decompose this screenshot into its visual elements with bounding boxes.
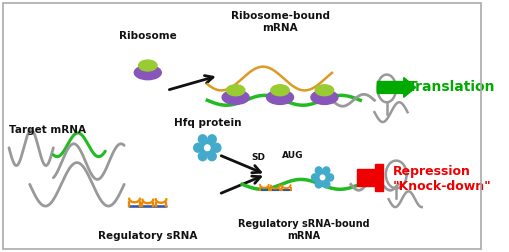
- Circle shape: [198, 152, 207, 161]
- Circle shape: [204, 145, 210, 151]
- Ellipse shape: [310, 90, 337, 104]
- Circle shape: [317, 172, 327, 183]
- Text: Ribosome: Ribosome: [119, 31, 176, 41]
- Circle shape: [311, 174, 318, 181]
- Text: AUG: AUG: [281, 151, 302, 160]
- Circle shape: [315, 167, 322, 174]
- Circle shape: [193, 143, 202, 152]
- Circle shape: [322, 181, 329, 188]
- Ellipse shape: [226, 85, 244, 96]
- Circle shape: [207, 135, 216, 144]
- Circle shape: [198, 135, 207, 144]
- Text: Repression: Repression: [391, 165, 469, 178]
- Ellipse shape: [134, 66, 161, 80]
- Text: "Knock-down": "Knock-down": [391, 180, 490, 193]
- Ellipse shape: [138, 60, 157, 71]
- Ellipse shape: [315, 85, 333, 96]
- Circle shape: [207, 152, 216, 161]
- Text: Translation: Translation: [407, 80, 494, 94]
- FancyArrow shape: [377, 78, 415, 97]
- Text: Regulatory sRNA: Regulatory sRNA: [98, 231, 197, 241]
- Ellipse shape: [222, 90, 249, 104]
- Circle shape: [320, 175, 324, 180]
- Circle shape: [212, 143, 220, 152]
- Text: Target mRNA: Target mRNA: [9, 125, 86, 135]
- Text: Regulatory sRNA-bound
mRNA: Regulatory sRNA-bound mRNA: [237, 219, 369, 241]
- Text: Hfq protein: Hfq protein: [173, 118, 241, 128]
- Circle shape: [315, 181, 322, 188]
- Ellipse shape: [266, 90, 293, 104]
- Ellipse shape: [270, 85, 289, 96]
- Bar: [356, 169, 377, 186]
- Circle shape: [326, 174, 333, 181]
- Circle shape: [200, 141, 214, 155]
- Text: SD: SD: [251, 153, 265, 162]
- Circle shape: [322, 167, 329, 174]
- Text: Ribosome-bound
mRNA: Ribosome-bound mRNA: [230, 11, 329, 33]
- Bar: [375, 164, 382, 191]
